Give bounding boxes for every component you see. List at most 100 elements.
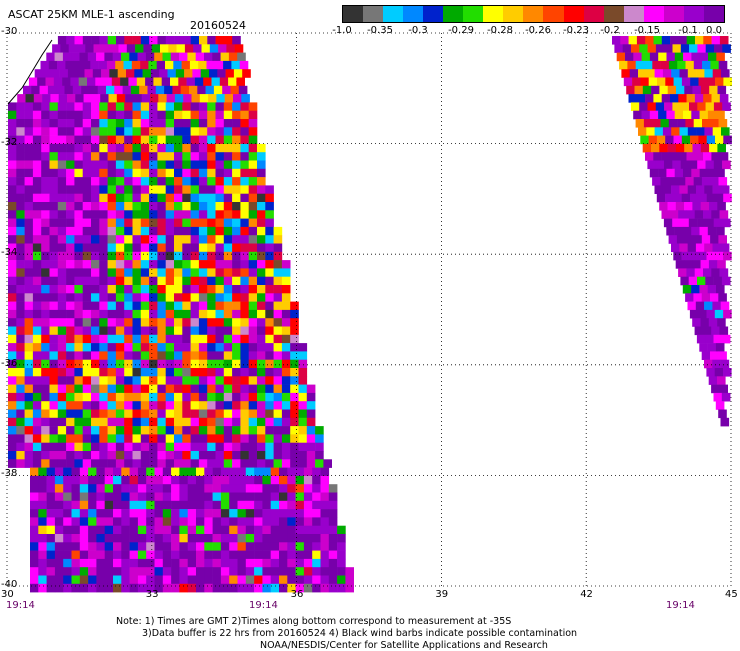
swath-cell (223, 60, 232, 70)
swath-cell (306, 434, 316, 443)
swath-cell (82, 451, 92, 460)
swath-cell (41, 185, 50, 194)
swath-cell (165, 293, 175, 302)
swath-cell (207, 351, 216, 360)
swath-cell (49, 417, 59, 427)
swath-cell (46, 534, 56, 543)
swath-cell (88, 500, 97, 510)
swath-cell (16, 235, 25, 244)
swath-cell (96, 467, 105, 477)
swath-cell (273, 442, 283, 452)
swath-cell (74, 177, 83, 186)
swath-cell (232, 243, 241, 253)
swath-cell (198, 102, 208, 111)
swath-cell (642, 85, 652, 95)
swath-cell (132, 102, 142, 111)
colorbar-segment (643, 6, 664, 22)
colorbar-segment (363, 6, 384, 22)
swath-cell (257, 318, 266, 327)
swath-cell (82, 218, 92, 228)
swath-cell (312, 525, 321, 535)
colorbar-label: 0.0 (706, 25, 722, 36)
swath-cell (248, 110, 258, 120)
swath-cell (281, 309, 291, 319)
swath-cell (162, 52, 172, 62)
swath-cell (182, 401, 191, 410)
swath-cell (115, 326, 125, 336)
swath-cell (16, 177, 25, 186)
swath-cell (700, 143, 710, 153)
swath-cell (248, 401, 258, 410)
swath-cell (104, 467, 114, 477)
swath-cell (312, 517, 321, 526)
swath-cell (174, 417, 183, 427)
swath-cell (146, 575, 155, 585)
swath-cell (57, 260, 67, 269)
swath-cell (63, 500, 72, 510)
swath-cell (654, 69, 664, 78)
swath-cell (187, 525, 197, 535)
swath-cell (696, 185, 705, 194)
swath-cell (248, 260, 258, 269)
swath-cell (8, 260, 17, 269)
swath-cell (24, 218, 34, 228)
swath-cell (189, 60, 199, 70)
swath-cell (298, 459, 308, 468)
swath-cell (16, 326, 25, 336)
swath-cell (82, 102, 92, 111)
swath-cell (220, 534, 230, 543)
swath-cell (328, 550, 338, 560)
swath-cell (96, 542, 105, 551)
swath-cell (32, 260, 42, 269)
swath-cell (701, 177, 711, 186)
swath-cell (240, 318, 249, 327)
swath-cell (129, 550, 139, 560)
swath-cell (223, 301, 233, 311)
swath-cell (701, 235, 711, 244)
swath-cell (99, 392, 108, 402)
swath-cell (132, 135, 142, 145)
swath-cell (82, 119, 92, 128)
swath-cell (165, 409, 175, 419)
swath-cell (74, 351, 83, 360)
swath-cell (700, 85, 710, 95)
swath-cell (198, 143, 208, 153)
swath-cell (91, 218, 100, 228)
swath-cell (32, 442, 42, 452)
swath-cell (240, 276, 249, 286)
swath-cell (16, 359, 25, 369)
swath-cell (187, 550, 197, 560)
swath-cell (49, 243, 59, 253)
swath-cell (57, 168, 67, 178)
swath-cell (720, 301, 730, 311)
swath-cell (52, 44, 61, 53)
swath-cell (693, 177, 703, 186)
swath-cell (654, 185, 664, 194)
swath-cell (328, 542, 338, 551)
swath-cell (46, 567, 56, 576)
swath-cell (41, 392, 50, 402)
swath-cell (320, 517, 330, 526)
swath-cell (187, 475, 197, 485)
swath-cell (320, 534, 330, 543)
swath-cell (24, 434, 34, 443)
swath-cell (179, 52, 188, 62)
swath-cell (295, 542, 305, 551)
swath-cell (337, 558, 346, 568)
swath-cell (198, 60, 207, 70)
swath-cell (162, 525, 172, 535)
swath-cell (722, 44, 731, 53)
swath-cell (16, 243, 25, 253)
swath-cell (96, 492, 105, 502)
swath-cell (74, 417, 83, 427)
swath-cell (700, 318, 710, 327)
swath-cell (171, 484, 180, 493)
swath-cell (719, 36, 729, 45)
swath-cell (174, 260, 183, 269)
swath-cell (704, 243, 713, 253)
swath-cell (16, 334, 25, 344)
swath-cell (182, 193, 191, 203)
swath-cell (165, 185, 175, 194)
swath-cell (714, 193, 724, 203)
swath-cell (627, 60, 636, 70)
